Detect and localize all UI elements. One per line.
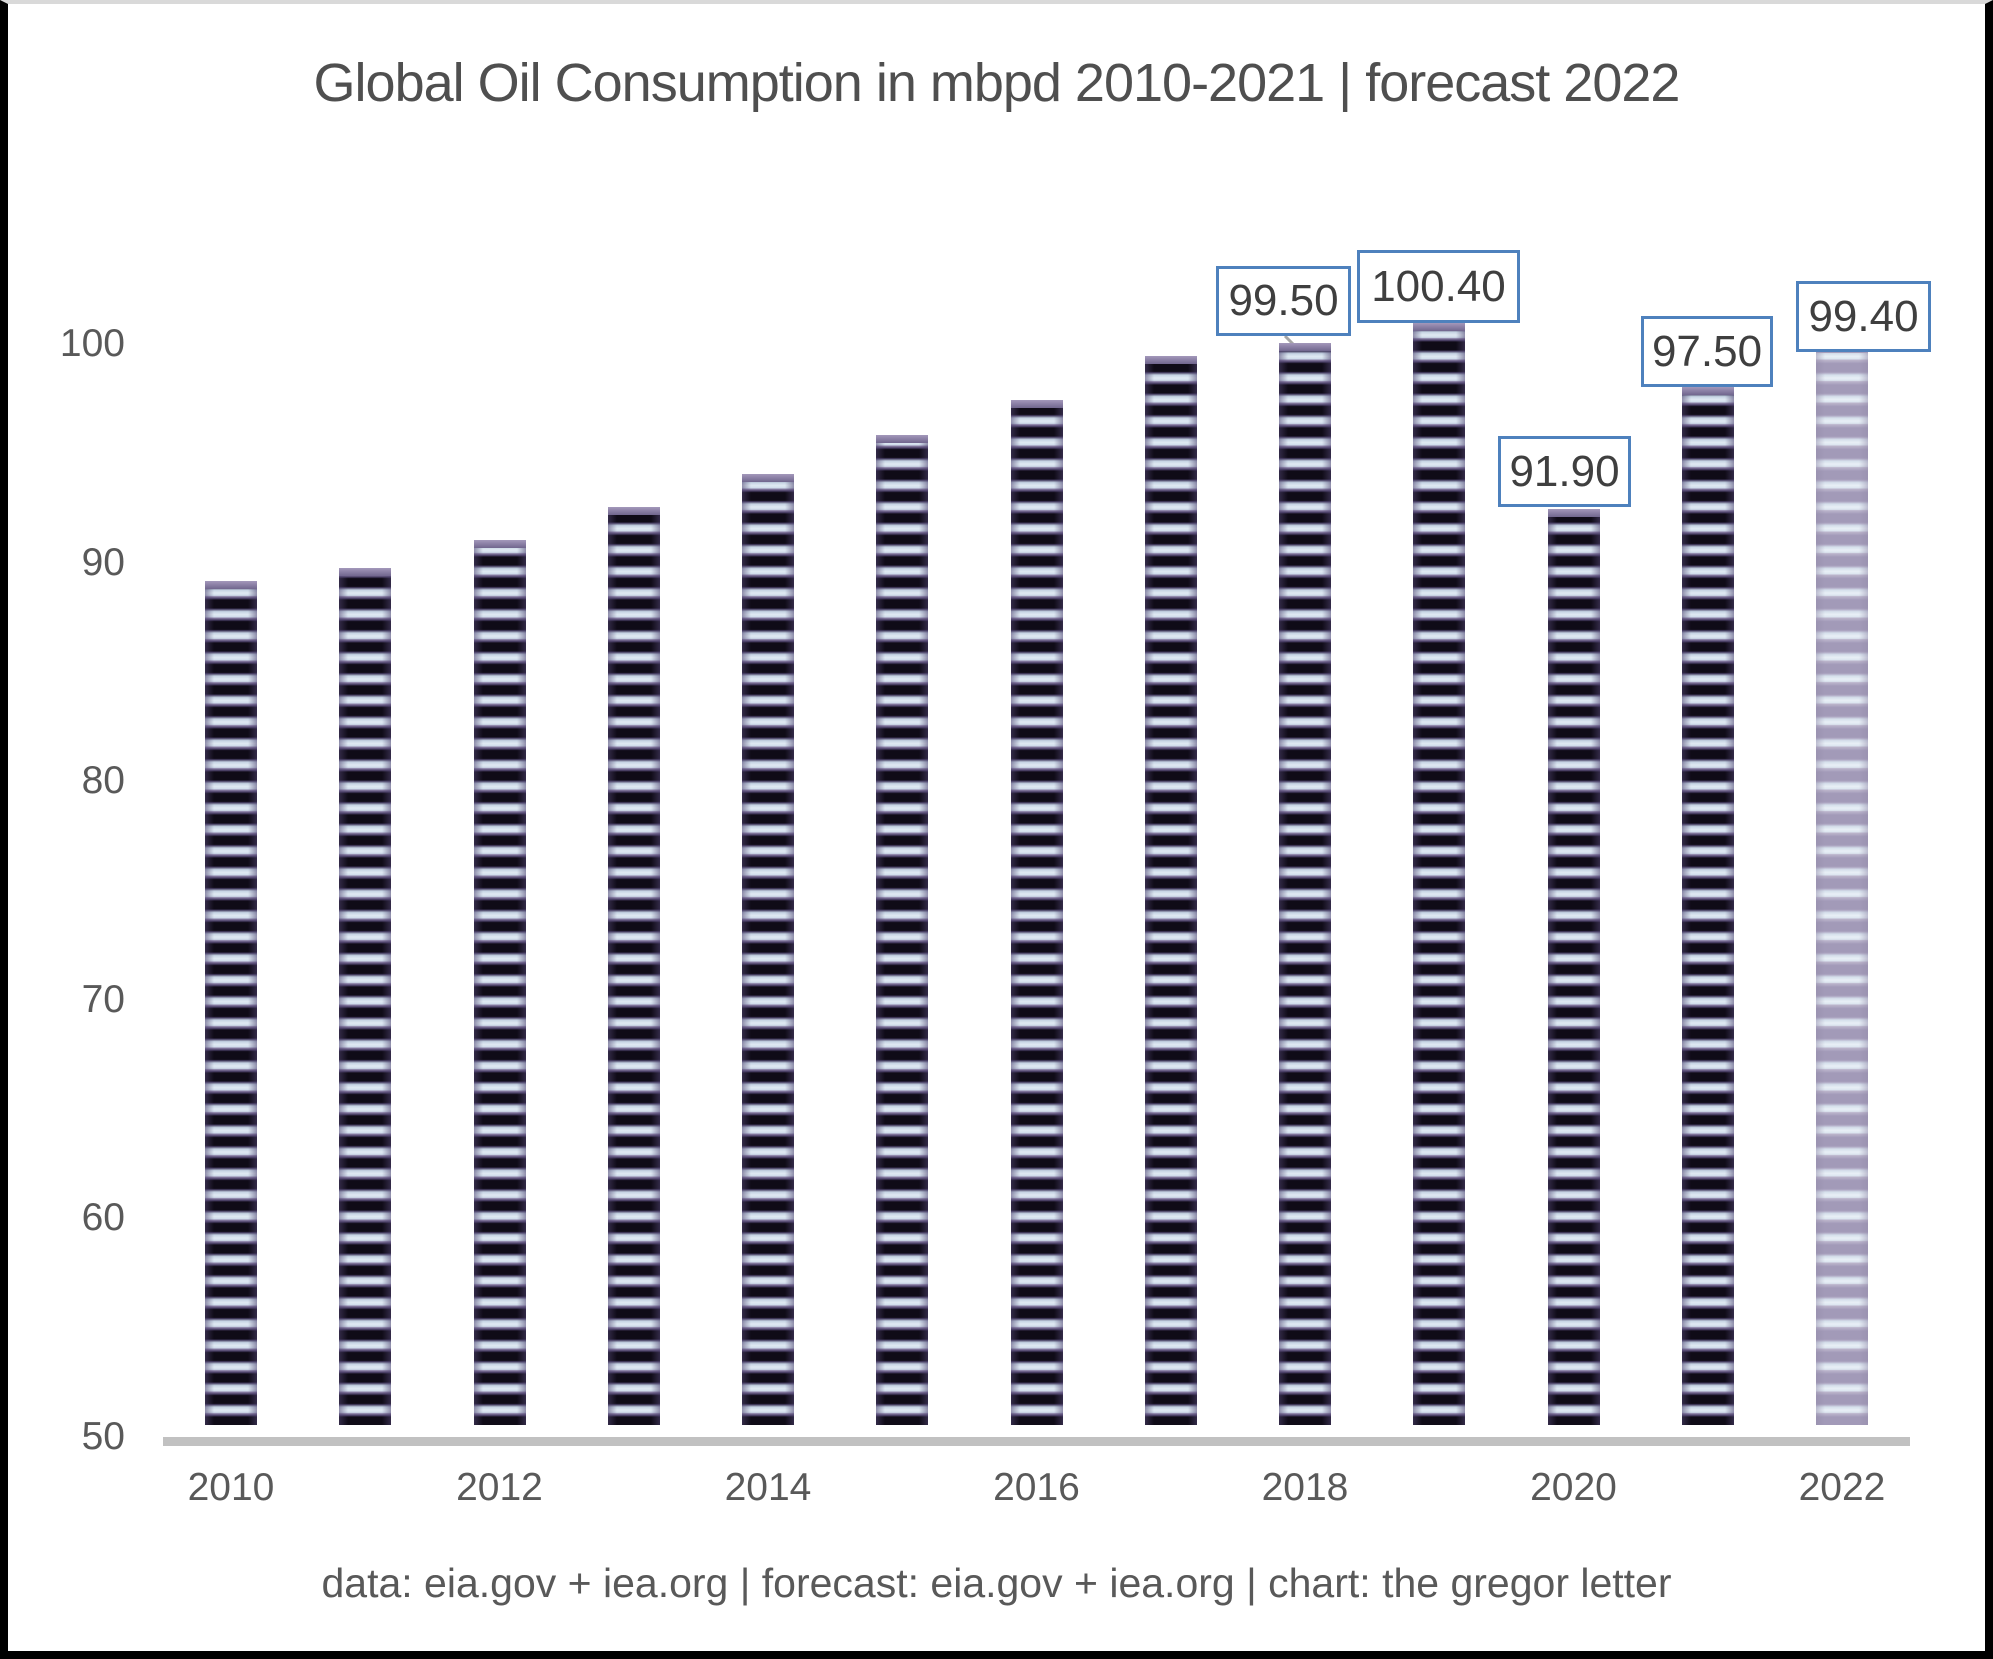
chart-title: Global Oil Consumption in mbpd 2010-2021… xyxy=(313,53,1681,113)
x-tick-label: 2022 xyxy=(1798,1466,1886,1509)
bar-2011 xyxy=(339,568,392,1425)
bar-2019 xyxy=(1413,323,1466,1425)
plot-area: 50 60 70 80 90 100 2010 2012 2014 2016 2018 2020 202… xyxy=(8,4,1985,1651)
x-tick-label: 2020 xyxy=(1530,1466,1617,1509)
bar-2016 xyxy=(1010,399,1063,1425)
bar-2022 xyxy=(1816,345,1868,1425)
y-tick-label: 50 xyxy=(81,1415,125,1458)
y-tick-label: 60 xyxy=(81,1196,125,1240)
data-label-2019: 100.40 xyxy=(1357,250,1520,323)
data-label-2018: 99.50 xyxy=(1216,266,1351,336)
data-label-2021: 97.50 xyxy=(1641,316,1773,387)
x-tick-label: 2010 xyxy=(187,1466,275,1509)
x-tick-label: 2018 xyxy=(1261,1466,1349,1509)
x-axis-line xyxy=(163,1437,1910,1446)
bar-2020 xyxy=(1547,509,1600,1425)
y-tick-label: 90 xyxy=(81,540,125,584)
bar-2015 xyxy=(876,434,929,1425)
chart-footer: data: eia.gov + iea.org | forecast: eia.… xyxy=(321,1560,1672,1606)
bar-2018 xyxy=(1279,342,1331,1425)
bar-2012 xyxy=(473,539,526,1425)
x-tick-label: 2012 xyxy=(456,1466,543,1509)
x-tick-label: 2016 xyxy=(993,1466,1080,1509)
y-tick-label: 100 xyxy=(59,322,125,365)
y-tick-label: 70 xyxy=(81,977,125,1021)
bar-2013 xyxy=(607,506,660,1425)
data-label-2022: 99.40 xyxy=(1796,281,1931,352)
bar-2014 xyxy=(742,474,794,1425)
bar-2010 xyxy=(205,581,257,1425)
bar-2021 xyxy=(1681,386,1734,1425)
bar-2017 xyxy=(1144,356,1197,1425)
y-tick-label: 80 xyxy=(81,759,125,803)
data-label-2020: 91.90 xyxy=(1498,436,1631,507)
x-tick-label: 2014 xyxy=(724,1466,812,1509)
